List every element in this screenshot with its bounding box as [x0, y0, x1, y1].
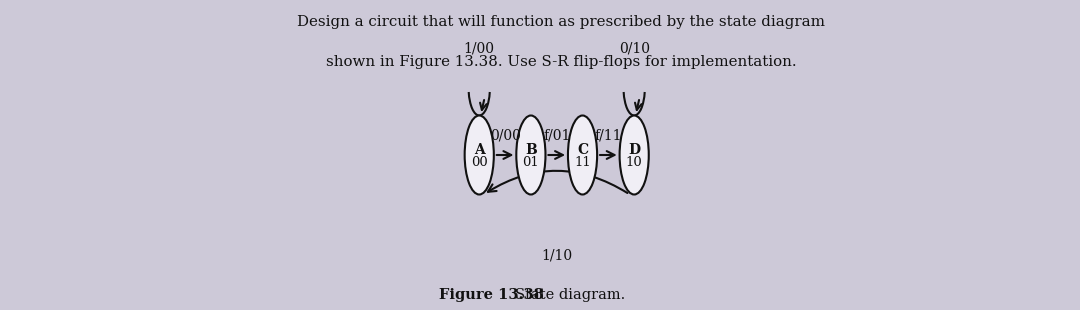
Ellipse shape [568, 116, 597, 194]
Ellipse shape [516, 116, 545, 194]
FancyArrowPatch shape [488, 171, 627, 193]
Text: f/01: f/01 [543, 128, 570, 142]
Text: A: A [474, 143, 485, 157]
Text: Figure 13.38: Figure 13.38 [438, 288, 543, 302]
Text: State diagram.: State diagram. [515, 288, 625, 302]
Text: f/11: f/11 [595, 128, 622, 142]
Text: 0/00: 0/00 [489, 128, 521, 142]
Text: 10: 10 [625, 156, 643, 169]
Ellipse shape [620, 116, 649, 194]
Text: 01: 01 [523, 156, 539, 169]
Text: 0/10: 0/10 [619, 42, 650, 56]
Text: B: B [525, 143, 537, 157]
Text: Design a circuit that will function as prescribed by the state diagram: Design a circuit that will function as p… [297, 15, 825, 29]
Text: 1/00: 1/00 [463, 42, 495, 56]
Text: 1/10: 1/10 [541, 248, 572, 262]
Text: shown in Figure 13.38. Use S-R flip-flops for implementation.: shown in Figure 13.38. Use S-R flip-flop… [326, 55, 797, 69]
Text: 00: 00 [471, 156, 487, 169]
Text: 11: 11 [575, 156, 591, 169]
Text: D: D [629, 143, 640, 157]
Ellipse shape [464, 116, 494, 194]
Text: C: C [577, 143, 589, 157]
